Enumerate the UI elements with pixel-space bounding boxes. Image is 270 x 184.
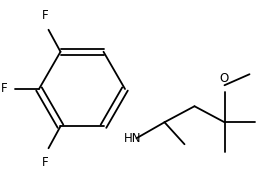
- Text: F: F: [42, 156, 49, 169]
- Text: F: F: [42, 9, 49, 22]
- Text: F: F: [1, 82, 8, 95]
- Text: HN: HN: [123, 132, 141, 145]
- Text: O: O: [220, 72, 229, 85]
